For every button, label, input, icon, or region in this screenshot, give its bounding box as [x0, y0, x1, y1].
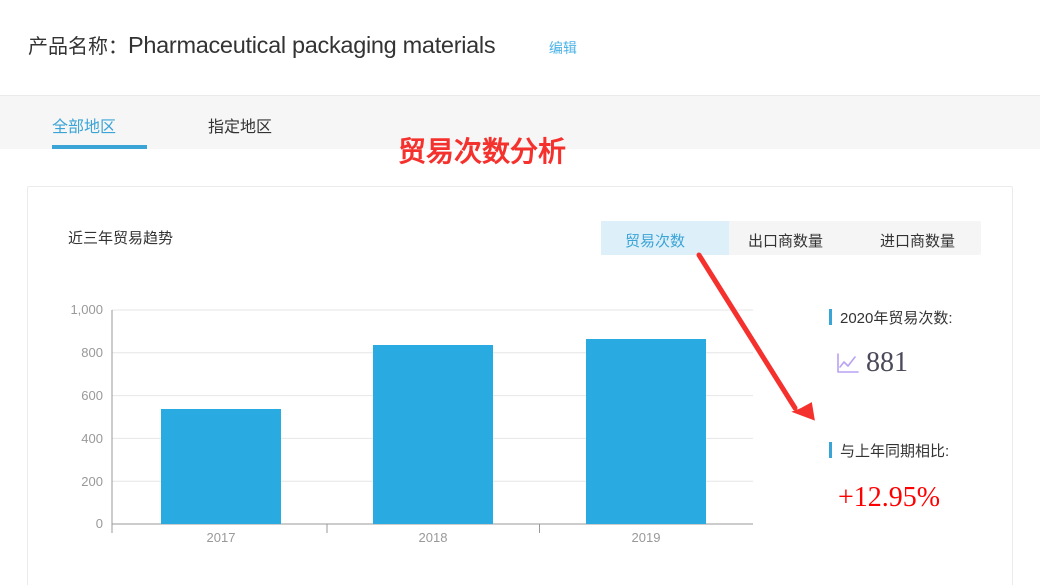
svg-text:2019: 2019: [632, 530, 661, 545]
svg-text:600: 600: [81, 388, 103, 403]
svg-text:400: 400: [81, 431, 103, 446]
svg-text:1,000: 1,000: [70, 302, 103, 317]
svg-text:0: 0: [96, 516, 103, 531]
svg-text:2017: 2017: [207, 530, 236, 545]
svg-text:2018: 2018: [419, 530, 448, 545]
svg-text:800: 800: [81, 345, 103, 360]
svg-text:200: 200: [81, 474, 103, 489]
